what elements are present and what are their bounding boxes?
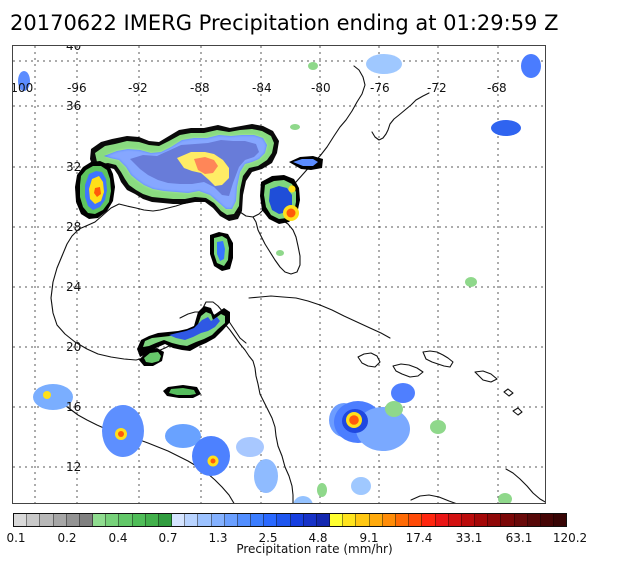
colorbar-tick-label: 0.2: [57, 531, 77, 545]
colorbar-color-cell: [79, 514, 94, 526]
colorbar-tick-label: 120.2: [552, 531, 588, 545]
colorbar-tick-label: 0.1: [6, 531, 26, 545]
colorbar-color-cell: [514, 514, 528, 526]
colorbar-color-cell: [461, 514, 476, 526]
colorbar-color-cell: [277, 514, 291, 526]
colorbar-tick-label: 9.1: [359, 531, 379, 545]
colorbar-color-cell: [172, 514, 186, 526]
colorbar-color-cell: [264, 514, 278, 526]
colorbar-ticks: 0.1 0.2 0.4 0.7 1.3 2.5 4.8 9.1 17.4 33.…: [0, 532, 629, 548]
map-panel: -100 -96 -92 -88 -84 -80 -76 -72 -68 40 …: [12, 45, 546, 504]
colorbar-color-cell: [330, 514, 344, 526]
colorbar-color-cell: [66, 514, 80, 526]
colorbar-color-cell: [27, 514, 41, 526]
colorbar-color-cell: [237, 514, 252, 526]
colorbar-tick-label: 17.4: [405, 531, 433, 545]
colorbar-color-cell: [316, 514, 331, 526]
colorbar-color-cell: [382, 514, 396, 526]
colorbar-color-cell: [409, 514, 423, 526]
colorbar-color-cell: [185, 514, 199, 526]
colorbar-color-cell: [395, 514, 410, 526]
colorbar-color-cell: [251, 514, 265, 526]
colorbar-color-cell: [145, 514, 159, 526]
colorbar-color-cell: [343, 514, 357, 526]
map-grid: [13, 46, 545, 503]
colorbar-tick-label: 0.4: [108, 531, 128, 545]
colorbar-tick-label: 2.5: [258, 531, 278, 545]
colorbar-color-cell: [435, 514, 449, 526]
colorbar-tick-label: 4.8: [308, 531, 328, 545]
colorbar-color-cell: [106, 514, 120, 526]
colorbar-color-cell: [93, 514, 107, 526]
colorbar-title: Precipitation rate (mm/hr): [236, 542, 393, 556]
colorbar-color-cell: [53, 514, 67, 526]
colorbar-tick-label: 33.1: [455, 531, 483, 545]
colorbar-color-cell: [132, 514, 146, 526]
map-background: [13, 46, 545, 503]
precipitation-map: [13, 46, 545, 503]
colorbar-color-cell: [198, 514, 212, 526]
colorbar-color-cell: [14, 514, 28, 526]
colorbar-color-cell: [356, 514, 370, 526]
colorbar-color-cell: [422, 514, 436, 526]
colorbar-color-cell: [540, 514, 555, 526]
colorbar-color-cell: [119, 514, 133, 526]
colorbar-tick-label: 1.3: [208, 531, 228, 545]
colorbar-color-cell: [369, 514, 383, 526]
colorbar-color-cell: [290, 514, 304, 526]
colorbar-color-cell: [211, 514, 225, 526]
precipitation-features: [18, 54, 541, 503]
precipitation-colorbar: [13, 513, 567, 527]
colorbar-color-cell: [554, 514, 567, 526]
colorbar-color-cell: [224, 514, 238, 526]
colorbar-color-cell: [40, 514, 54, 526]
colorbar-color-cell: [501, 514, 515, 526]
colorbar-color-cell: [303, 514, 317, 526]
colorbar-color-cell: [527, 514, 541, 526]
colorbar-tick-label: 63.1: [505, 531, 533, 545]
page-title: 20170622 IMERG Precipitation ending at 0…: [10, 11, 559, 35]
colorbar-color-cell: [158, 514, 173, 526]
colorbar-color-cell: [488, 514, 502, 526]
colorbar-color-cell: [475, 514, 489, 526]
colorbar-color-cell: [448, 514, 462, 526]
colorbar-tick-label: 0.7: [158, 531, 178, 545]
